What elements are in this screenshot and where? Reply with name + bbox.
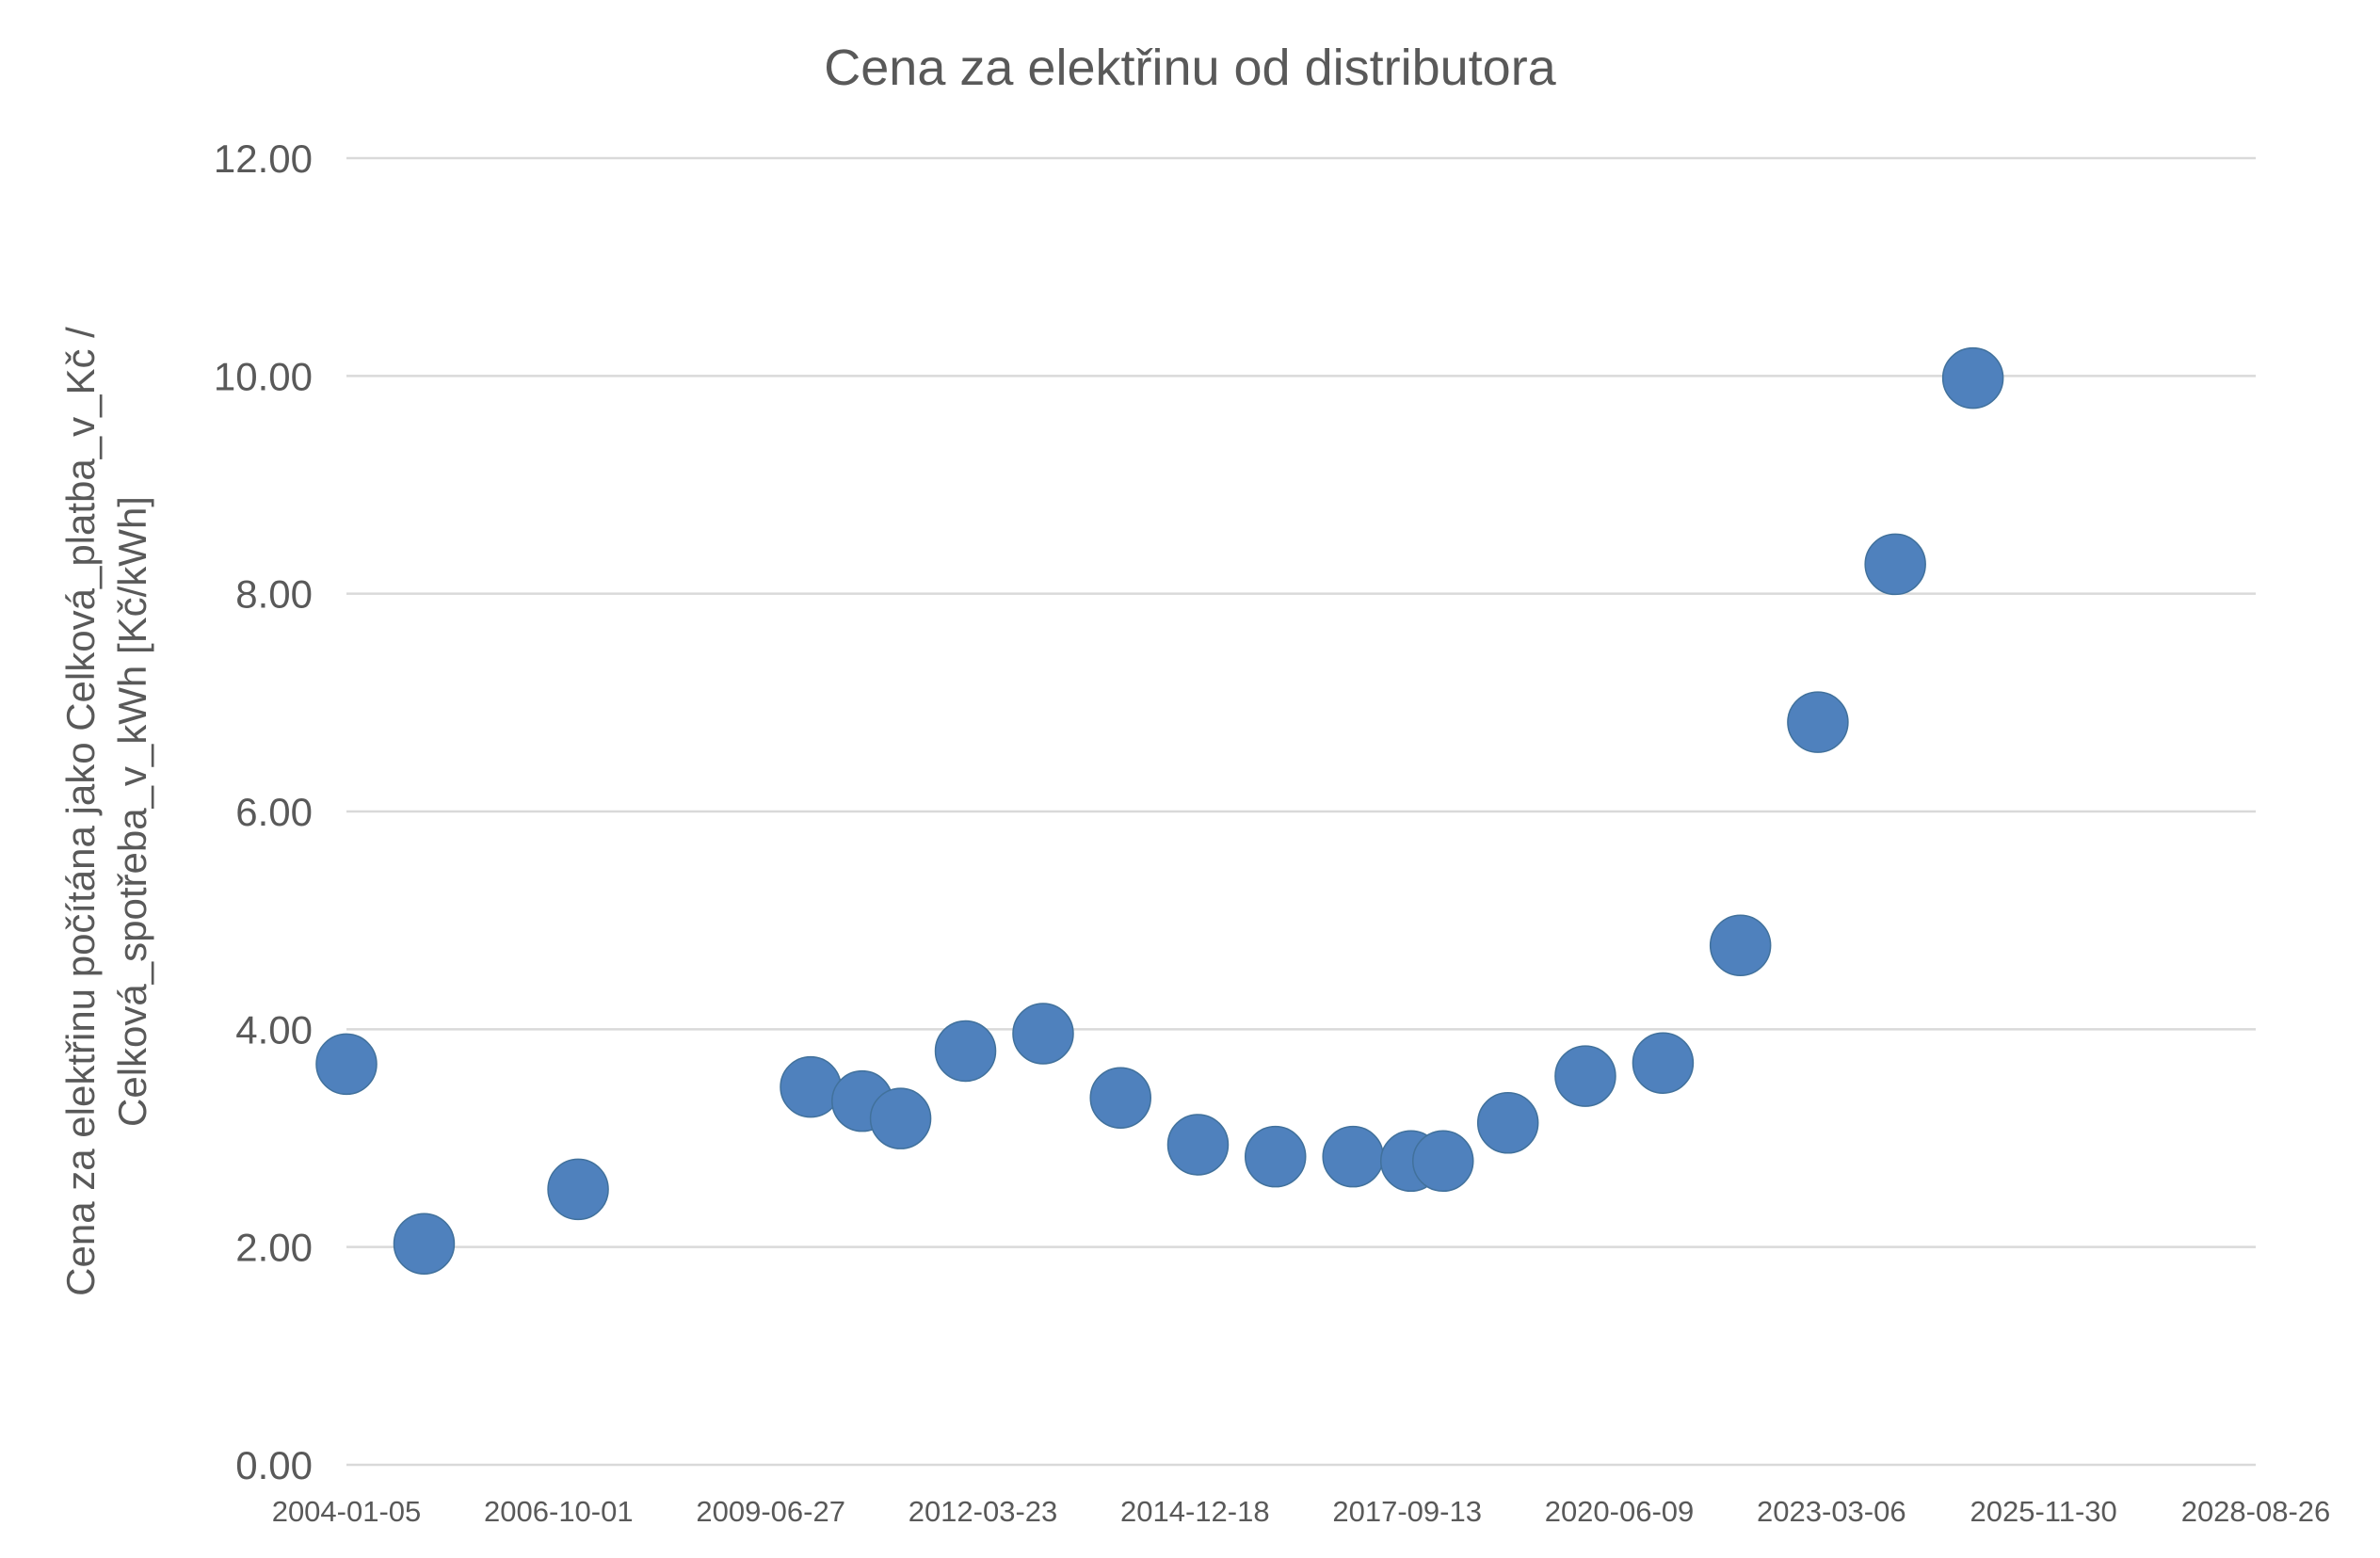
y-tick-label: 10.00 xyxy=(214,354,313,398)
data-point xyxy=(1554,1045,1616,1107)
x-tick-label: 2014-12-18 xyxy=(1120,1495,1270,1528)
y-tick-label: 2.00 xyxy=(235,1226,313,1270)
data-point xyxy=(1322,1125,1384,1188)
data-point xyxy=(1787,691,1849,753)
x-tick-label: 2028-08-26 xyxy=(2181,1495,2331,1528)
data-point xyxy=(1166,1114,1230,1176)
x-tick-label: 2012-03-23 xyxy=(909,1495,1058,1528)
data-point xyxy=(1411,1130,1474,1193)
data-point xyxy=(393,1213,456,1275)
data-point xyxy=(1012,1003,1074,1065)
x-tick-label: 2020-06-09 xyxy=(1545,1495,1695,1528)
data-point xyxy=(869,1087,932,1149)
data-point xyxy=(1864,533,1926,596)
x-tick-label: 2004-01-05 xyxy=(272,1495,422,1528)
y-tick-label: 8.00 xyxy=(235,572,313,617)
x-tick-label: 2017-09-13 xyxy=(1332,1495,1482,1528)
data-point xyxy=(1709,914,1772,977)
y-tick-label: 12.00 xyxy=(214,137,313,181)
x-tick-label: 2025-11-30 xyxy=(1970,1495,2117,1528)
y-tick-label: 6.00 xyxy=(235,790,313,834)
y-tick-label: 4.00 xyxy=(235,1007,313,1052)
chart-title: Cena za elektřinu od distributora xyxy=(824,40,1556,96)
data-point xyxy=(1632,1032,1695,1094)
data-point xyxy=(1476,1092,1539,1154)
y-tick-label: 0.00 xyxy=(235,1443,313,1487)
data-point xyxy=(1089,1067,1151,1129)
data-point xyxy=(1244,1125,1307,1188)
x-tick-label: 2023-03-06 xyxy=(1757,1495,1906,1528)
data-point xyxy=(780,1055,842,1118)
y-axis-title-line-2: Celková_spotřeba_v_kWh [Kč/kWh] xyxy=(110,496,154,1127)
data-point xyxy=(547,1158,609,1221)
data-point xyxy=(1941,346,2004,410)
x-tick-label: 2009-06-27 xyxy=(696,1495,845,1528)
data-point xyxy=(315,1033,378,1096)
data-point xyxy=(934,1020,997,1083)
y-axis-title-line-1: Cena za elektřinu počítána jako Celková_… xyxy=(58,327,103,1296)
x-tick-label: 2006-10-01 xyxy=(484,1495,634,1528)
